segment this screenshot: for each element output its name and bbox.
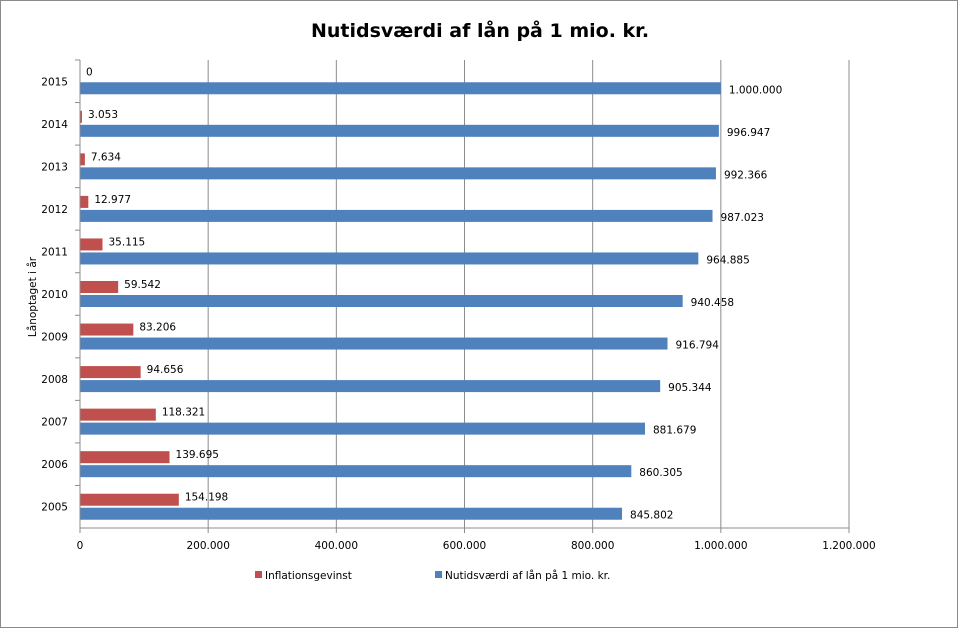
data-label-inflationsgevinst: 12.977: [94, 194, 131, 206]
y-tick-label: 2010: [41, 289, 68, 301]
y-tick-label: 2006: [41, 459, 68, 471]
bar-inflationsgevinst: [80, 281, 119, 293]
data-label-inflationsgevinst: 7.634: [91, 151, 121, 163]
legend-swatch: [435, 571, 442, 578]
bar-inflationsgevinst: [80, 323, 134, 336]
x-tick-label: 1.000.000: [694, 540, 747, 552]
bar-nutidsvaerdi: [80, 124, 719, 137]
data-label-inflationsgevinst: 35.115: [109, 236, 146, 248]
y-tick-label: 2012: [41, 204, 68, 216]
data-label-inflationsgevinst: 83.206: [139, 322, 176, 334]
data-label-nutidsvaerdi: 845.802: [630, 510, 673, 522]
x-tick-label: 400.000: [315, 540, 358, 552]
y-tick-label: 2015: [41, 76, 68, 88]
y-tick-label: 2009: [41, 332, 68, 344]
bar-inflationsgevinst: [80, 238, 103, 251]
bar-nutidsvaerdi: [80, 82, 721, 95]
bar-inflationsgevinst: [80, 408, 156, 421]
data-label-nutidsvaerdi: 992.366: [724, 169, 768, 181]
data-label-nutidsvaerdi: 964.885: [706, 254, 749, 266]
legend-label: Nutidsværdi af lån på 1 mio. kr.: [445, 569, 610, 582]
bar-nutidsvaerdi: [80, 380, 661, 393]
data-label-nutidsvaerdi: 1.000.000: [729, 84, 782, 96]
axes: 0 200.000 400.000 600.000 800.000 1.000.000 1.…: [41, 59, 876, 552]
data-label-nutidsvaerdi: 860.305: [639, 467, 682, 479]
data-label-nutidsvaerdi: 916.794: [676, 340, 720, 352]
data-label-nutidsvaerdi: 996.947: [727, 127, 770, 139]
y-tick-label: 2014: [41, 119, 68, 131]
data-label-nutidsvaerdi: 987.023: [721, 212, 764, 224]
bar-nutidsvaerdi: [80, 507, 623, 520]
y-tick-label: 2011: [41, 246, 68, 258]
y-tick-label: 2013: [41, 161, 68, 173]
bar-nutidsvaerdi: [80, 337, 668, 350]
bars: 154.198 845.802 139.695 860.305 118.321 881.6…: [80, 66, 782, 522]
data-label-inflationsgevinst: 3.053: [88, 109, 118, 121]
legend: Inflationsgevinst Nutidsværdi af lån på 1…: [255, 569, 610, 582]
data-label-nutidsvaerdi: 905.344: [668, 382, 712, 394]
bar-inflationsgevinst: [80, 195, 89, 208]
data-label-inflationsgevinst: 0: [86, 66, 93, 78]
x-tick-label: 200.000: [186, 540, 229, 552]
y-tick-label: 2007: [41, 417, 68, 429]
x-tick-label: 1.200.000: [822, 540, 875, 552]
bar-inflationsgevinst: [80, 451, 170, 464]
bar-inflationsgevinst: [80, 493, 179, 506]
x-tick-label: 600.000: [443, 540, 486, 552]
y-axis-label: Lånoptaget i år: [26, 256, 39, 337]
legend-swatch: [255, 571, 262, 578]
data-label-inflationsgevinst: 139.695: [176, 449, 219, 461]
bar-nutidsvaerdi: [80, 167, 716, 180]
legend-label: Inflationsgevinst: [265, 570, 352, 582]
data-label-nutidsvaerdi: 940.458: [691, 297, 734, 309]
y-tick-label: 2005: [41, 502, 68, 514]
bar-nutidsvaerdi: [80, 295, 683, 307]
data-label-nutidsvaerdi: 881.679: [653, 425, 696, 437]
data-label-inflationsgevinst: 59.542: [124, 279, 161, 291]
bar-inflationsgevinst: [80, 110, 82, 123]
bar-inflationsgevinst: [80, 366, 141, 379]
data-label-inflationsgevinst: 154.198: [185, 492, 228, 504]
bar-nutidsvaerdi: [80, 252, 699, 265]
x-tick-label: 800.000: [571, 540, 614, 552]
x-tick-label: 0: [77, 540, 84, 552]
data-label-inflationsgevinst: 118.321: [162, 407, 205, 419]
data-label-inflationsgevinst: 94.656: [147, 364, 184, 376]
y-tick-label: 2008: [41, 374, 68, 386]
chart-title: Nutidsværdi af lån på 1 mio. kr.: [311, 18, 649, 42]
bar-inflationsgevinst: [80, 153, 85, 166]
gridlines: [207, 60, 850, 528]
bar-nutidsvaerdi: [80, 209, 713, 222]
bar-nutidsvaerdi: [80, 422, 646, 435]
bar-nutidsvaerdi: [80, 465, 632, 478]
